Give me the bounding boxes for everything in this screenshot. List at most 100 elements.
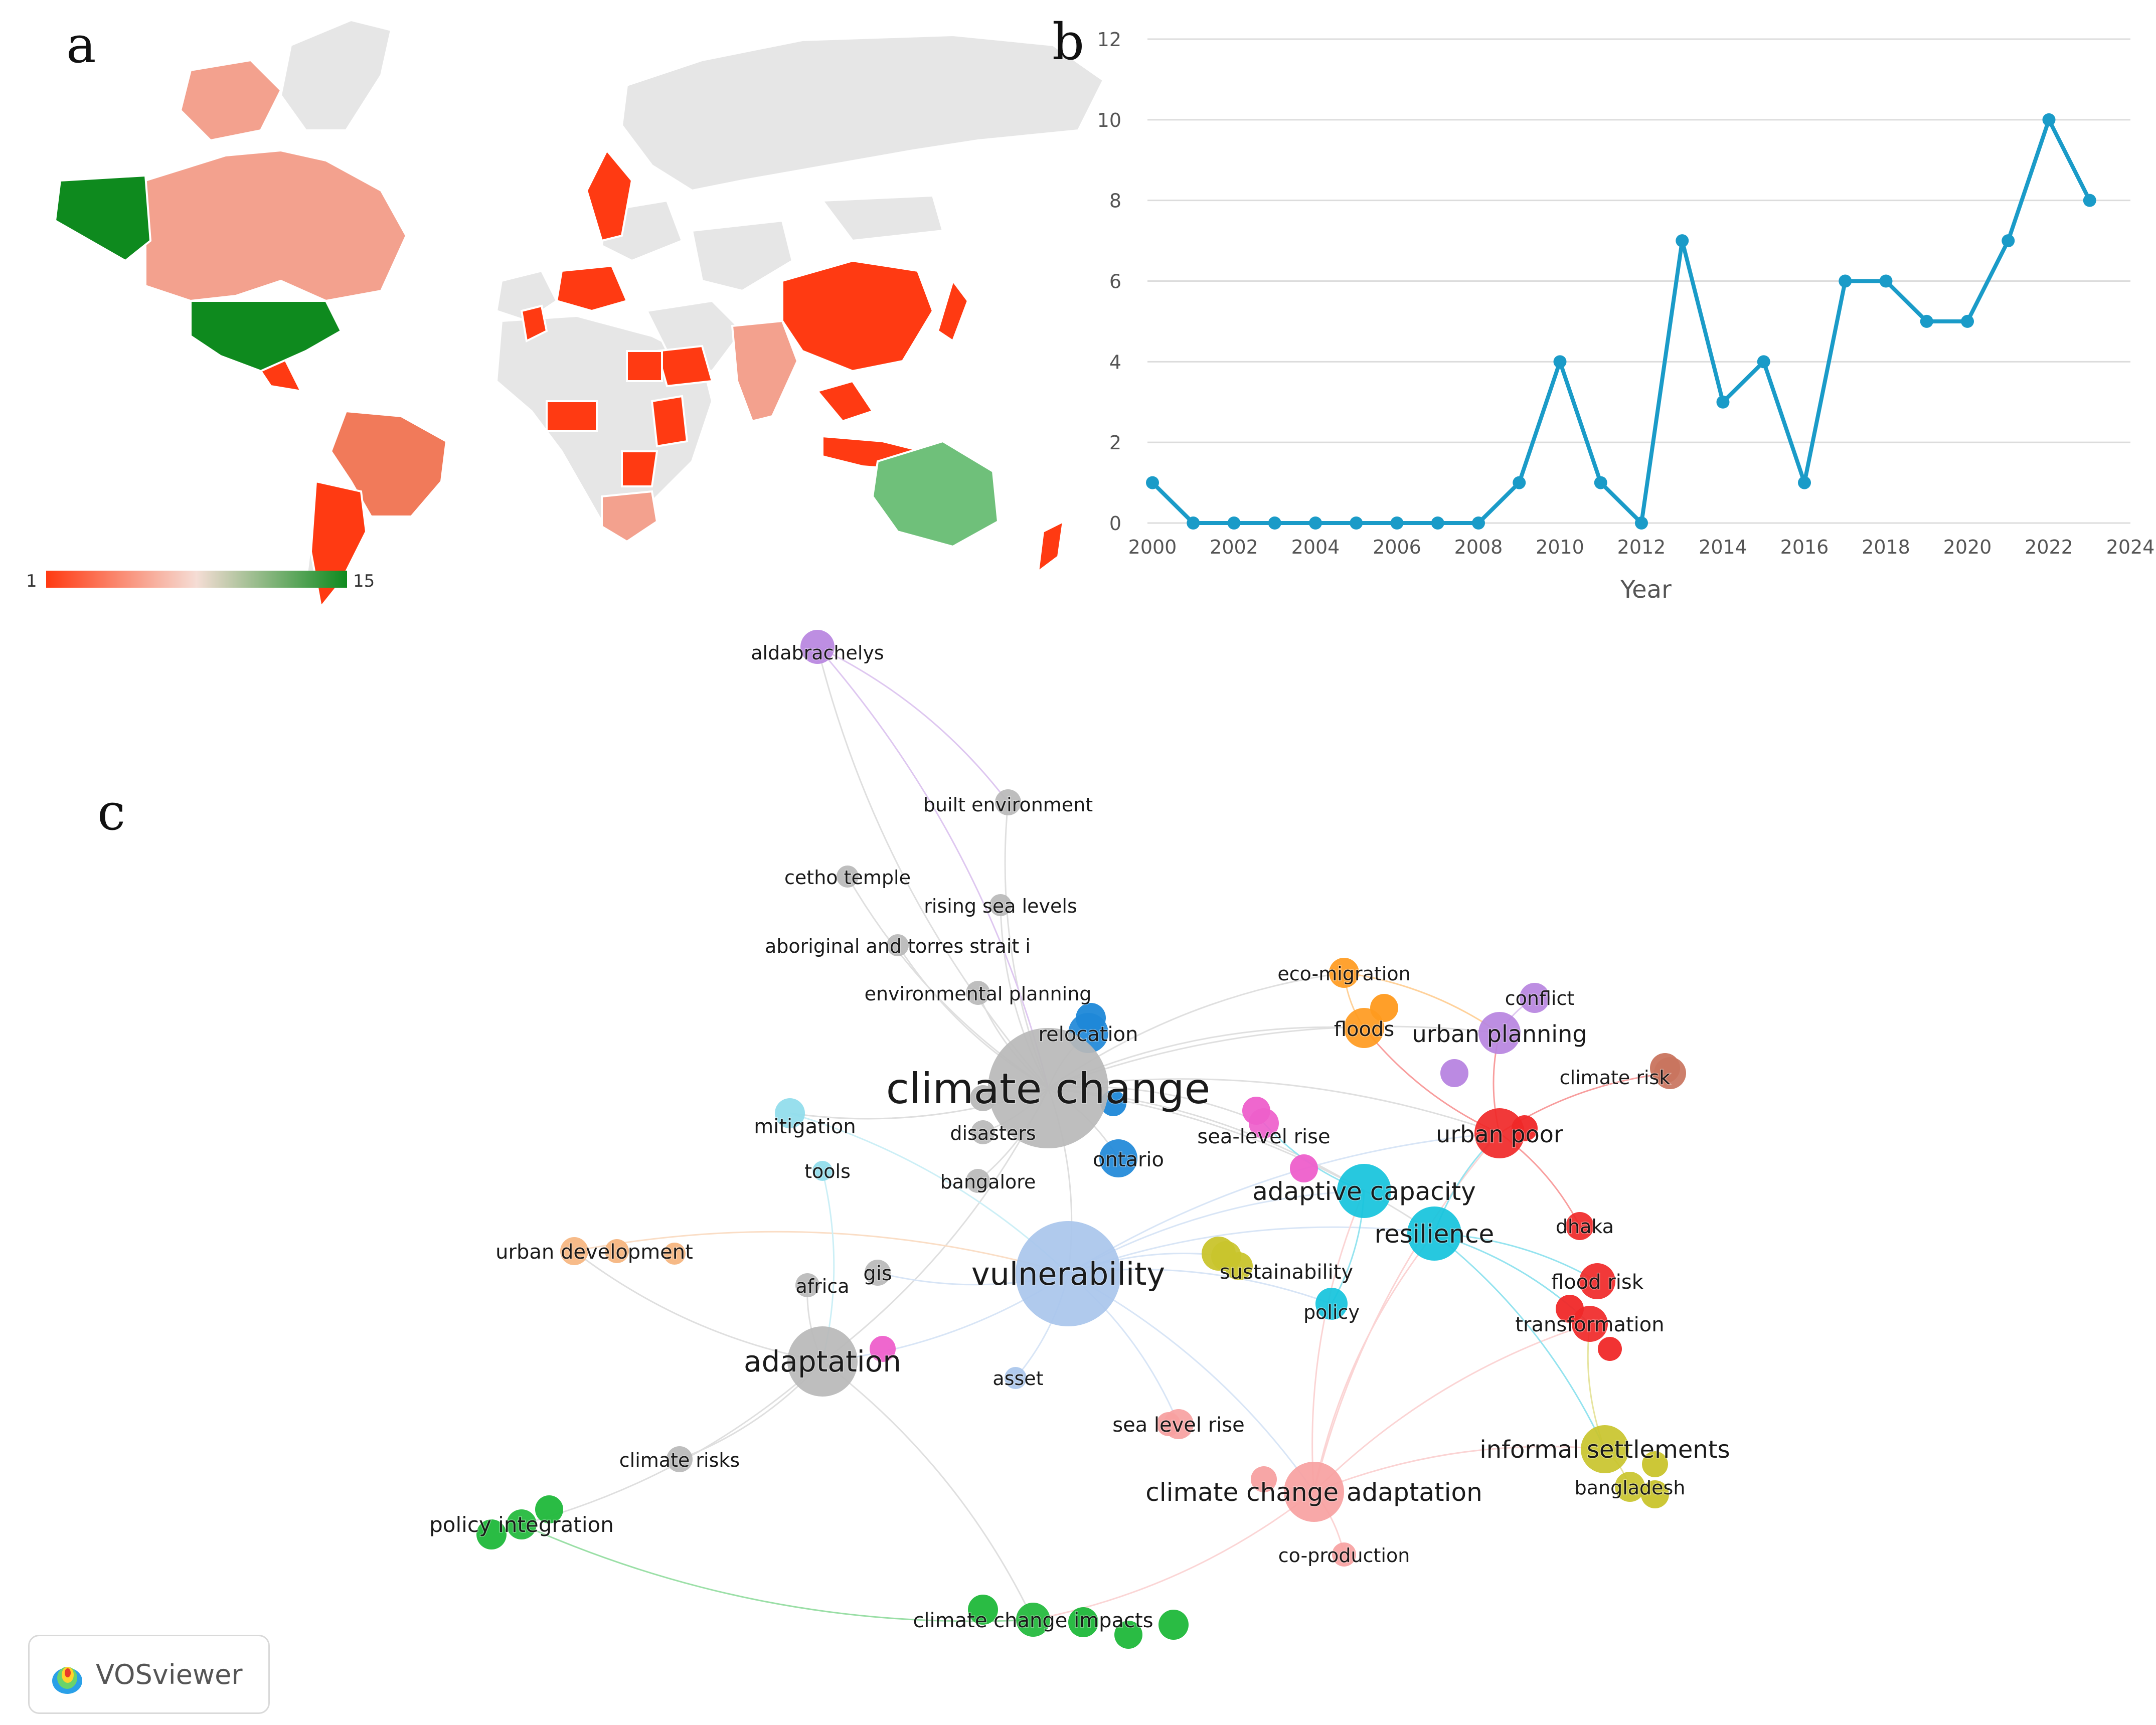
line-chart-y-ticks: 0 2 4 6 8 10 12 [1097, 29, 1121, 535]
network-node-minor [535, 1495, 563, 1523]
network-edge [1499, 1132, 1581, 1227]
region-west-africa [546, 400, 598, 432]
network-node-africa [795, 1273, 819, 1297]
network-edge [977, 992, 1049, 1089]
vosviewer-logo-icon [52, 1667, 82, 1694]
data-point-2014 [1716, 395, 1730, 409]
network-edges [521, 646, 1671, 1622]
network-label: vulnerability [971, 1256, 1165, 1292]
data-point-2009 [1513, 476, 1526, 489]
network-edge [1434, 1233, 1598, 1282]
network-node-transformation [1572, 1306, 1608, 1342]
network-label: climate change adaptation [1145, 1478, 1482, 1507]
network-edge [1015, 1273, 1069, 1378]
network-node-urban-development [560, 1237, 588, 1265]
network-edge [1068, 1132, 1500, 1275]
network-edge [816, 646, 1049, 1089]
line-chart-grid [1147, 38, 2130, 524]
region-canada-north [179, 59, 282, 142]
network-node-minor [1512, 1115, 1538, 1141]
network-edge [806, 1285, 823, 1362]
network-edge [821, 1170, 835, 1362]
network-label: urban planning [1412, 1020, 1587, 1048]
network-edge [822, 1360, 1034, 1620]
network-edge [1048, 1087, 1119, 1159]
region-indonesia [821, 435, 956, 473]
network-label: urban development [495, 1241, 693, 1264]
network-node-built-environment [995, 789, 1021, 815]
network-edge [1434, 1233, 1606, 1450]
network-edge [1587, 1323, 1606, 1450]
x-tick-label: 2016 [1780, 536, 1829, 558]
network-node-informal-settlements [1581, 1425, 1629, 1473]
network-label: resilience [1375, 1220, 1495, 1249]
network-edge [1048, 1087, 1435, 1235]
network-node-environmental-planning [966, 981, 990, 1005]
network-label: built environment [923, 794, 1093, 816]
network-node-minor [1158, 1610, 1189, 1640]
network-label: floods [1334, 1018, 1394, 1041]
network-node-policy-integration [507, 1509, 537, 1539]
y-tick-label: 8 [1109, 190, 1121, 212]
network-node-urban-poor [1474, 1108, 1525, 1158]
network-node-tools [812, 1161, 833, 1181]
network-node-minor [1370, 994, 1398, 1022]
network-edge [982, 1087, 1049, 1133]
network-edge [1604, 1448, 1631, 1487]
network-label: sustainability [1220, 1261, 1353, 1284]
network-edge [1048, 1087, 1365, 1192]
data-point-2008 [1472, 516, 1485, 530]
network-node-minor [968, 1595, 998, 1625]
network-edge [1000, 905, 1049, 1089]
region-iberia [495, 269, 558, 322]
map-legend-max: 15 [353, 571, 375, 591]
network-node-minor [1251, 1466, 1277, 1492]
network-edge [1048, 1078, 1500, 1134]
network-node-relocation [1068, 1013, 1108, 1053]
region-patagonia-gray [304, 541, 353, 593]
data-point-2020 [1961, 314, 1974, 328]
network-edge [574, 1231, 1069, 1275]
network-node-dhaka [1566, 1212, 1594, 1240]
region-canada [144, 149, 408, 302]
network-label: cetho temple [784, 867, 911, 889]
data-point-2021 [2002, 234, 2015, 248]
region-central-america [238, 339, 303, 393]
network-node-ontario [1099, 1139, 1137, 1177]
network-label: relocation [1039, 1023, 1138, 1046]
network-edge [1068, 1190, 1365, 1275]
network-node-minor [1068, 1607, 1098, 1637]
network-edge [1048, 1086, 1264, 1124]
network-edge [1344, 972, 1500, 1034]
network-label: dhaka [1556, 1216, 1614, 1238]
network-edge [574, 1250, 823, 1362]
network-label: environmental planning [865, 983, 1092, 1005]
x-tick-label: 2020 [1943, 536, 1992, 558]
network-label: informal settlements [1479, 1436, 1730, 1464]
network-node-cetho-temple [837, 866, 859, 888]
region-east-africa [650, 395, 689, 448]
network-node-mitigation [775, 1098, 805, 1128]
network-label: gis [863, 1262, 892, 1285]
network-node-minor [1242, 1097, 1270, 1125]
network-edge [1492, 1032, 1501, 1134]
x-tick-label: 2018 [1862, 536, 1910, 558]
network-edge [521, 1523, 1034, 1622]
network-label: sea level rise [1112, 1414, 1245, 1437]
network-node-minor [1598, 1337, 1622, 1361]
region-southeast-asia [815, 380, 875, 423]
network-edge [1068, 1273, 1315, 1492]
network-node-climate-risks [667, 1446, 693, 1472]
network-node-minor [1114, 1621, 1142, 1649]
network-node-minor [1440, 1059, 1468, 1087]
network-node-aboriginal-and-torres-strait-i [887, 934, 909, 956]
network-node-minor [1642, 1451, 1668, 1477]
network-label: africa [795, 1275, 849, 1297]
region-usa [190, 300, 343, 373]
data-point-2010 [1553, 355, 1567, 369]
network-label: rising sea levels [924, 895, 1077, 917]
region-sahel [626, 350, 663, 382]
network-node-aldabrachelys [800, 630, 835, 664]
data-point-2015 [1757, 355, 1770, 369]
network-node-minor [870, 1336, 896, 1362]
